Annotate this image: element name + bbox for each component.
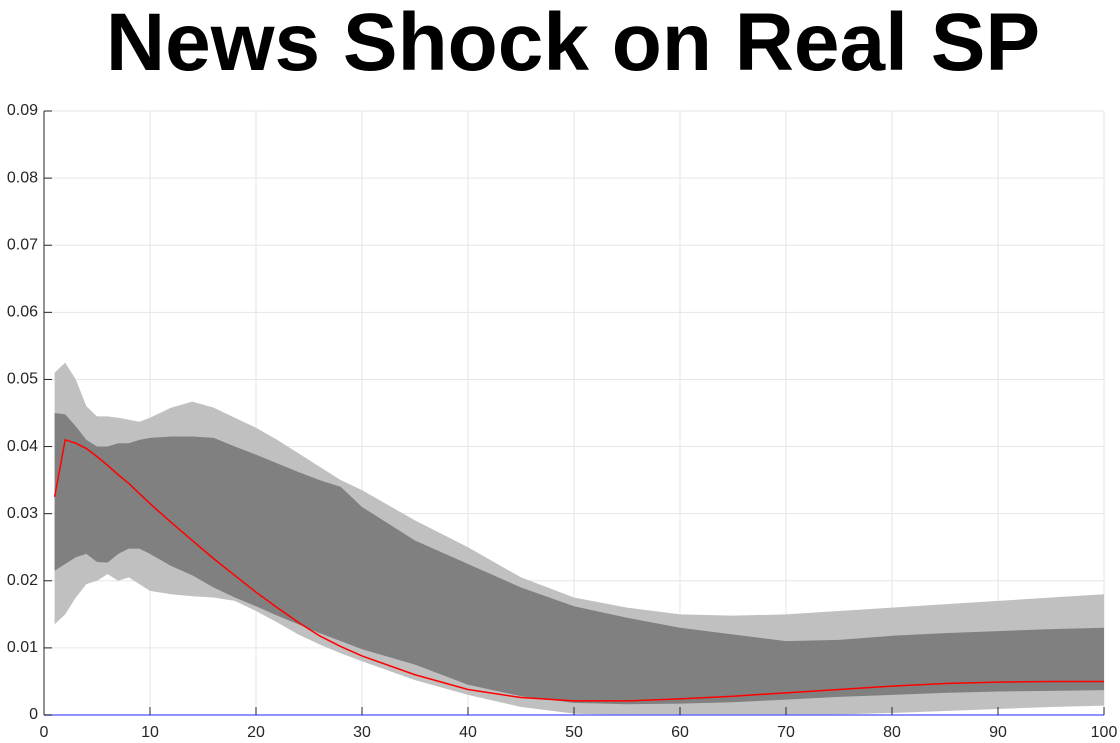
- x-tick-label: 70: [777, 724, 795, 741]
- y-tick-label: 0.07: [7, 236, 38, 253]
- x-tick-label: 50: [565, 724, 583, 741]
- x-tick-label: 10: [141, 724, 159, 741]
- band: [54, 413, 1105, 705]
- y-tick-label: 0.08: [7, 169, 38, 186]
- y-tick-label: 0.04: [7, 438, 38, 455]
- chart-title: News Shock on Real SP: [106, 0, 1040, 88]
- x-tick-label: 90: [989, 724, 1007, 741]
- y-tick-label: 0.02: [7, 572, 38, 589]
- y-tick-label: 0.01: [7, 639, 38, 656]
- y-tick-label: 0.05: [7, 371, 38, 388]
- x-tick-label: 20: [247, 724, 265, 741]
- y-tick-label: 0.09: [7, 102, 38, 119]
- x-tick-label: 30: [353, 724, 371, 741]
- median-line: [53, 438, 1104, 702]
- x-tick-label: 40: [459, 724, 477, 741]
- y-tick-label: 0.03: [7, 505, 38, 522]
- x-tick-label: 60: [671, 724, 689, 741]
- y-tick-label: 0.06: [7, 304, 38, 321]
- x-tick-label: 0: [40, 724, 49, 741]
- y-tick-label: 0: [29, 706, 38, 723]
- x-tick-label: 100: [1091, 724, 1118, 741]
- x-tick-label: 80: [883, 724, 901, 741]
